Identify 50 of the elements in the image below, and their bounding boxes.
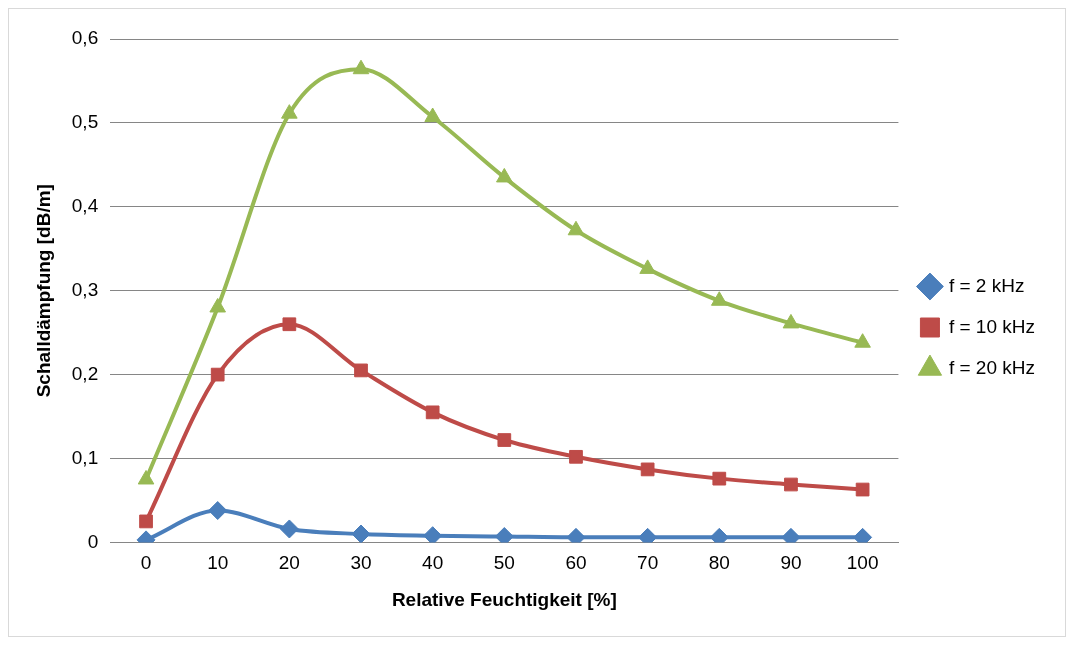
point	[640, 462, 655, 477]
y-tick-label: 0,6	[71, 27, 99, 49]
x-tick-label: 0	[140, 552, 152, 574]
x-tick-label: 60	[565, 552, 587, 574]
point	[281, 104, 298, 119]
x-tick-label: 30	[350, 552, 372, 574]
x-tick-label: 10	[207, 552, 229, 574]
point	[210, 367, 225, 382]
point	[279, 519, 299, 539]
point	[494, 527, 514, 543]
point	[351, 524, 371, 543]
point	[208, 501, 228, 521]
x-tick-label: 20	[278, 552, 300, 574]
point	[282, 317, 297, 332]
point	[137, 469, 155, 485]
point	[569, 449, 583, 464]
x-axis-title: Relative Feuchtigkeit [%]	[391, 588, 617, 610]
point	[497, 433, 512, 447]
point	[423, 526, 443, 543]
x-tick-label: 70	[637, 552, 659, 574]
legend-label: f = 20 kHz	[948, 356, 1036, 378]
point	[854, 333, 871, 348]
y-tick-label: 0	[87, 530, 99, 552]
x-tick-label: 90	[780, 552, 802, 574]
x-tick-label: 50	[493, 552, 515, 574]
x-tick-label: 100	[846, 552, 879, 574]
legend-label: f = 2 kHz	[948, 274, 1025, 296]
y-axis-title: Schalldämpfung [dB/m]	[32, 184, 54, 398]
y-tick-label: 0,2	[71, 362, 99, 384]
point	[784, 477, 798, 492]
point	[354, 363, 368, 378]
point	[711, 291, 728, 306]
point	[352, 59, 370, 75]
point	[782, 313, 800, 329]
y-tick-label: 0,1	[71, 446, 99, 468]
y-tick-label: 0,5	[71, 111, 99, 133]
point	[139, 514, 153, 529]
point	[567, 220, 585, 236]
point	[712, 471, 727, 486]
x-tick-label: 40	[422, 552, 444, 574]
legend-label: f = 10 kHz	[948, 315, 1036, 337]
x-tick-label: 80	[708, 552, 730, 574]
point	[425, 405, 440, 420]
y-tick-label: 0,3	[71, 278, 99, 300]
point	[424, 107, 441, 123]
point	[639, 259, 656, 274]
point	[209, 297, 226, 313]
point	[496, 167, 513, 183]
y-tick-label: 0,4	[71, 195, 99, 217]
point	[855, 482, 870, 497]
